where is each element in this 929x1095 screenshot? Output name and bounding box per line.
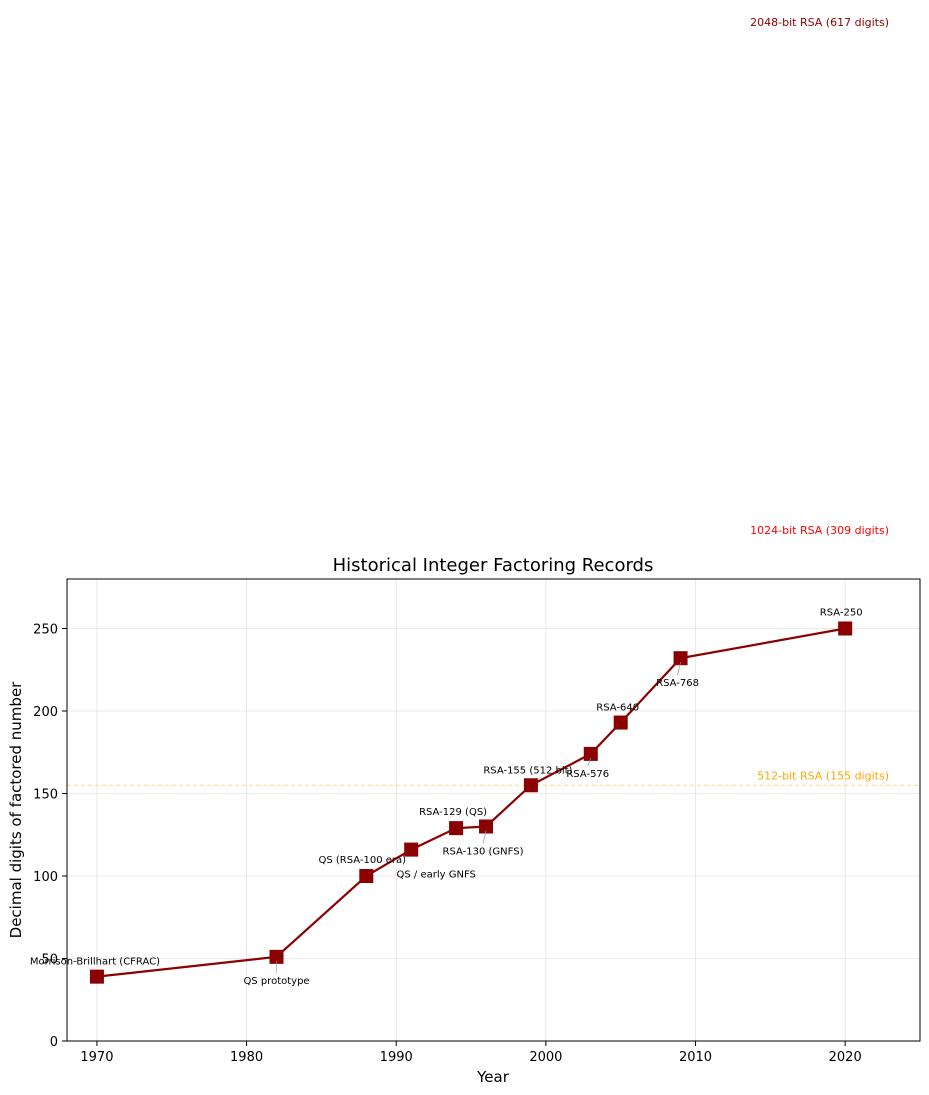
plot-frame — [66, 578, 921, 1042]
x-tick-label: 1990 — [380, 1050, 413, 1065]
data-point-label: RSA-640 — [596, 703, 639, 714]
reference-line-label: 512-bit RSA (155 digits) — [757, 769, 889, 782]
annotation-leader — [677, 662, 681, 676]
data-point-label: Morrison-Brillhart (CFRAC) — [30, 957, 160, 968]
data-point-marker — [359, 869, 374, 883]
data-point-marker — [838, 621, 853, 636]
reference-line-label: 1024-bit RSA (309 digits) — [750, 524, 889, 537]
data-point-label: QS / early GNFS — [397, 870, 476, 881]
data-point-marker — [89, 969, 104, 984]
y-tick-label: 100 — [33, 870, 58, 885]
data-point-marker — [479, 819, 494, 834]
point-labels: Morrison-Brillhart (CFRAC) QS prototype QS… — [30, 608, 863, 987]
data-point-label: RSA-768 — [656, 678, 699, 689]
data-point-marker — [523, 778, 538, 793]
axis-ticks: 1970 1980 1990 2000 2010 2020 0 50 100 150 200 250 — [33, 623, 862, 1066]
y-tick-label: 50 — [41, 953, 58, 968]
x-tick-label: 1970 — [80, 1050, 113, 1065]
reference-line-label: 2048-bit RSA (617 digits) — [750, 16, 889, 29]
chart-title: Historical Integer Factoring Records — [333, 555, 654, 576]
x-tick-label: 2000 — [529, 1050, 562, 1065]
data-point-marker — [449, 821, 464, 836]
data-point-marker — [404, 842, 419, 857]
x-tick-label: 1980 — [230, 1050, 263, 1065]
data-point-label: QS (RSA-100 era) — [319, 855, 407, 866]
y-tick-label: 0 — [50, 1035, 58, 1050]
data-point-label: RSA-130 (GNFS) — [443, 847, 524, 858]
data-point-marker — [673, 651, 688, 666]
data-point-label: RSA-250 — [820, 608, 863, 619]
x-tick-label: 2010 — [679, 1050, 712, 1065]
y-tick-label: 250 — [33, 623, 58, 638]
reference-lines: 512-bit RSA (155 digits) 1024-bit RSA (30… — [67, 16, 920, 786]
annotation-leader — [587, 757, 592, 767]
data-series — [89, 621, 853, 984]
y-axis-label: Decimal digits of factored number — [7, 681, 25, 939]
data-point-label: RSA-576 — [566, 769, 609, 780]
data-point-marker — [613, 715, 628, 730]
x-axis-label: Year — [476, 1068, 510, 1086]
y-tick-label: 150 — [33, 788, 58, 803]
annotation-leader — [482, 830, 487, 844]
data-point-label: RSA-155 (512 bit) — [483, 765, 572, 776]
x-tick-label: 2020 — [829, 1050, 862, 1065]
data-point-marker — [583, 746, 598, 761]
y-tick-label: 200 — [33, 705, 58, 720]
data-point-label: QS prototype — [243, 976, 309, 987]
data-point-label: RSA-129 (QS) — [419, 807, 487, 818]
